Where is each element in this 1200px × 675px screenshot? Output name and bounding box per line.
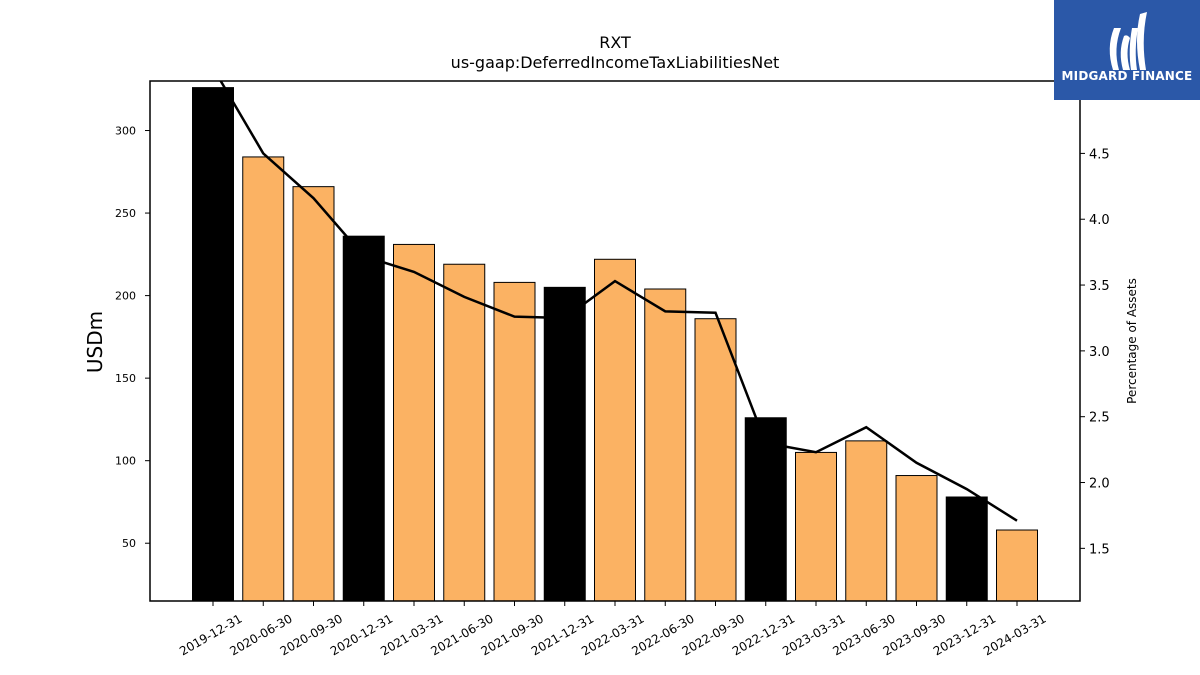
bar-2023-12-31	[945, 496, 988, 602]
bar-2021-03-31	[393, 243, 435, 602]
bar-2022-12-31	[744, 417, 787, 602]
y-tick-label: 200	[115, 290, 136, 303]
bar-2020-12-31	[342, 235, 385, 602]
midgard-logo-icon	[1109, 12, 1147, 70]
bars-group	[192, 87, 1038, 602]
chart-title: RXT	[599, 33, 631, 52]
bar-2021-12-31	[543, 286, 586, 602]
bar-2021-09-30	[493, 281, 536, 602]
y2-tick-label: 3.5	[1089, 279, 1110, 294]
bar-2022-03-31	[594, 258, 636, 602]
bar-2023-09-30	[895, 475, 938, 602]
y-axis-label: USDm	[83, 311, 107, 373]
y2-axis: 1.5 2.0 2.5 3.0 3.5 4.0 4.5	[1080, 147, 1110, 557]
y-axis: 50 100 150 200 250 300	[115, 125, 150, 550]
y2-tick-label: 1.5	[1089, 542, 1110, 557]
bar-2022-06-30	[644, 288, 687, 602]
y-tick-label: 50	[122, 537, 136, 550]
y2-axis-label: Percentage of Assets	[1125, 278, 1139, 404]
y2-tick-label: 4.0	[1089, 213, 1110, 228]
bar-2021-06-30	[443, 263, 486, 602]
bar-2023-03-31	[795, 451, 837, 602]
bar-2020-06-30	[242, 156, 285, 602]
percentage-of-assets-line	[219, 81, 1018, 522]
bar-2024-03-31	[996, 529, 1038, 602]
y-tick-label: 100	[115, 455, 136, 468]
bar-2019-12-31	[192, 87, 234, 602]
line-group	[219, 81, 1018, 522]
y2-tick-label: 2.5	[1089, 411, 1110, 426]
x-axis: 2019-12-312020-06-302020-09-302020-12-31…	[177, 601, 1049, 658]
y-tick-label: 250	[115, 207, 136, 220]
bar-2020-09-30	[292, 186, 335, 602]
y2-tick-label: 2.0	[1089, 477, 1110, 492]
y-tick-label: 150	[115, 372, 136, 385]
bar-2023-06-30	[845, 440, 888, 602]
y2-tick-label: 4.5	[1089, 147, 1110, 162]
y2-tick-label: 3.0	[1089, 345, 1110, 360]
brand-name: MIDGARD FINANCE	[1061, 69, 1193, 83]
chart-subtitle: us-gaap:DeferredIncomeTaxLiabilitiesNet	[451, 53, 780, 72]
y-tick-label: 300	[115, 125, 136, 138]
brand-logo: MIDGARD FINANCE	[1054, 0, 1200, 100]
bar-2022-09-30	[694, 318, 737, 602]
